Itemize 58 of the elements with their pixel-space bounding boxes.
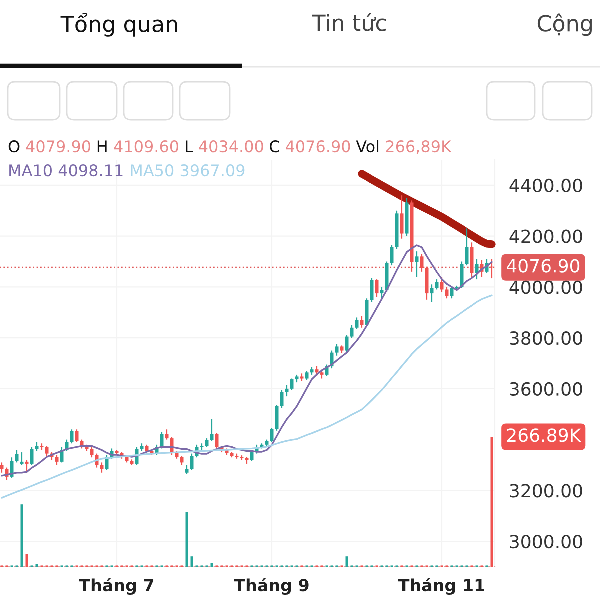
- text: Tổng quan: [60, 13, 178, 37]
- candlestick: [430, 284, 434, 304]
- x-tick-label: Tháng 11: [398, 578, 484, 596]
- candlestick: [20, 452, 24, 466]
- candlestick: [210, 418, 214, 442]
- text: Tin tức: [312, 13, 386, 32]
- candlestick: [75, 429, 79, 443]
- y-tick-label: 4000.00: [510, 280, 582, 294]
- ref-line-label: 4076.90: [506, 259, 580, 273]
- candlestick: [165, 429, 169, 440]
- candlestick: [315, 365, 319, 377]
- line-series: [1, 294, 493, 499]
- candlestick: [390, 244, 394, 266]
- candlestick: [90, 446, 94, 458]
- x-tick-label: Tháng 7: [79, 578, 154, 596]
- candlestick: [250, 450, 254, 462]
- candlestick: [275, 404, 279, 432]
- text: MA50 3967.09: [131, 164, 245, 177]
- candlestick: [180, 456, 184, 466]
- candlestick: [15, 449, 19, 464]
- bar: [190, 556, 194, 567]
- candlestick: [160, 432, 164, 450]
- candlestick: [445, 286, 449, 300]
- y-tick-label: 3200.00: [510, 484, 582, 498]
- bar: [490, 437, 494, 567]
- candlestick: [375, 279, 379, 298]
- x-tick-label: Tháng 9: [234, 578, 309, 596]
- text: 266.89K: [507, 428, 582, 442]
- candlestick: [415, 251, 419, 278]
- bar: [36, 564, 38, 567]
- candlestick: [270, 428, 274, 443]
- candlestick: [0, 462, 4, 474]
- candlestick: [475, 258, 479, 280]
- candlestick: [370, 278, 374, 304]
- candlestick: [190, 453, 194, 471]
- candlestick: [335, 344, 339, 356]
- candlestick: [400, 195, 404, 240]
- candlestick: [420, 254, 424, 272]
- bar: [346, 556, 348, 567]
- candlestick: [55, 454, 59, 466]
- line-series: [1, 244, 493, 477]
- text: Cộng: [538, 14, 592, 36]
- candlestick: [345, 334, 349, 353]
- y-tick-label: 4200.00: [510, 230, 582, 244]
- bar: [26, 554, 28, 567]
- y-tick-label: 3800.00: [510, 332, 582, 346]
- text: O 4079.90 H 4109.60 L 4034.00 C 4076.90 Vol 266,89K: [8, 140, 452, 154]
- y-tick-label: 3600.00: [510, 382, 582, 396]
- candlestick: [290, 378, 294, 391]
- candlestick: [350, 324, 354, 339]
- y-tick-label: 4400.00: [510, 178, 582, 193]
- candlestick: [380, 286, 384, 300]
- y-tick-label: 3000.00: [510, 535, 582, 549]
- candlestick: [105, 454, 109, 471]
- candlestick: [280, 390, 284, 409]
- candlestick: [215, 432, 219, 450]
- text: MA10 4098.11: [10, 164, 123, 177]
- candlestick: [25, 460, 29, 474]
